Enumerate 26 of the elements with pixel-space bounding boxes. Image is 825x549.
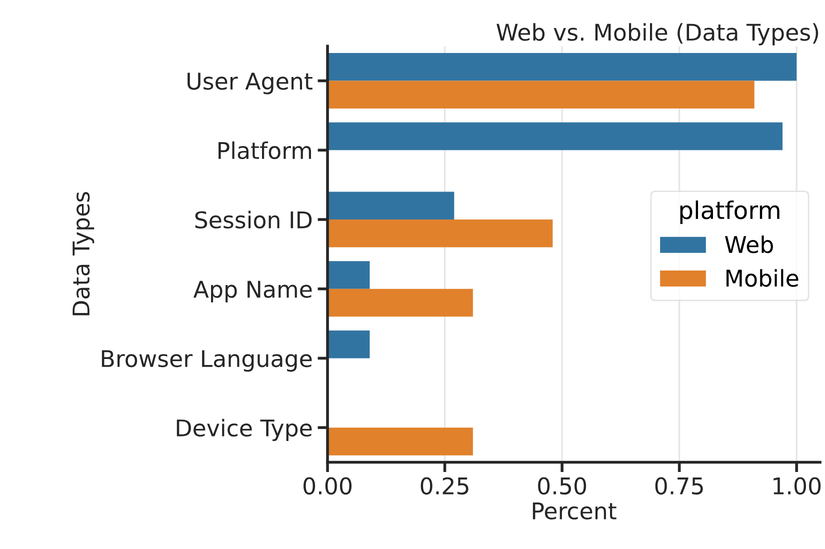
bar xyxy=(328,288,473,317)
x-tick-label: 1.00 xyxy=(774,477,821,495)
x-tick-label: 0.00 xyxy=(304,477,352,495)
bar xyxy=(328,261,370,289)
x-axis-title: Percent xyxy=(532,502,616,520)
bar xyxy=(328,428,473,456)
chart-title: Web vs. Mobile (Data Types) xyxy=(496,23,818,46)
y-tick-label: Session ID xyxy=(195,210,312,229)
y-tick-label: Browser Language xyxy=(102,350,312,372)
x-tick-label: 0.75 xyxy=(655,477,703,495)
y-axis-title: Data Types xyxy=(72,192,94,316)
y-tick-label: User Agent xyxy=(188,72,312,94)
bar xyxy=(328,122,783,150)
bar xyxy=(328,330,370,358)
legend-label: Mobile xyxy=(726,269,798,287)
legend-title: platform xyxy=(680,200,780,224)
x-tick-label: 0.50 xyxy=(538,477,586,495)
bar xyxy=(328,80,754,109)
x-tick-label: 0.25 xyxy=(420,477,468,495)
bar xyxy=(328,192,454,220)
y-tick-label: Platform xyxy=(218,141,311,160)
y-tick-label: App Name xyxy=(193,280,312,302)
bar xyxy=(328,53,797,81)
bar xyxy=(328,220,553,248)
legend-label: Web xyxy=(725,235,773,254)
y-tick-label: Device Type xyxy=(176,418,312,442)
